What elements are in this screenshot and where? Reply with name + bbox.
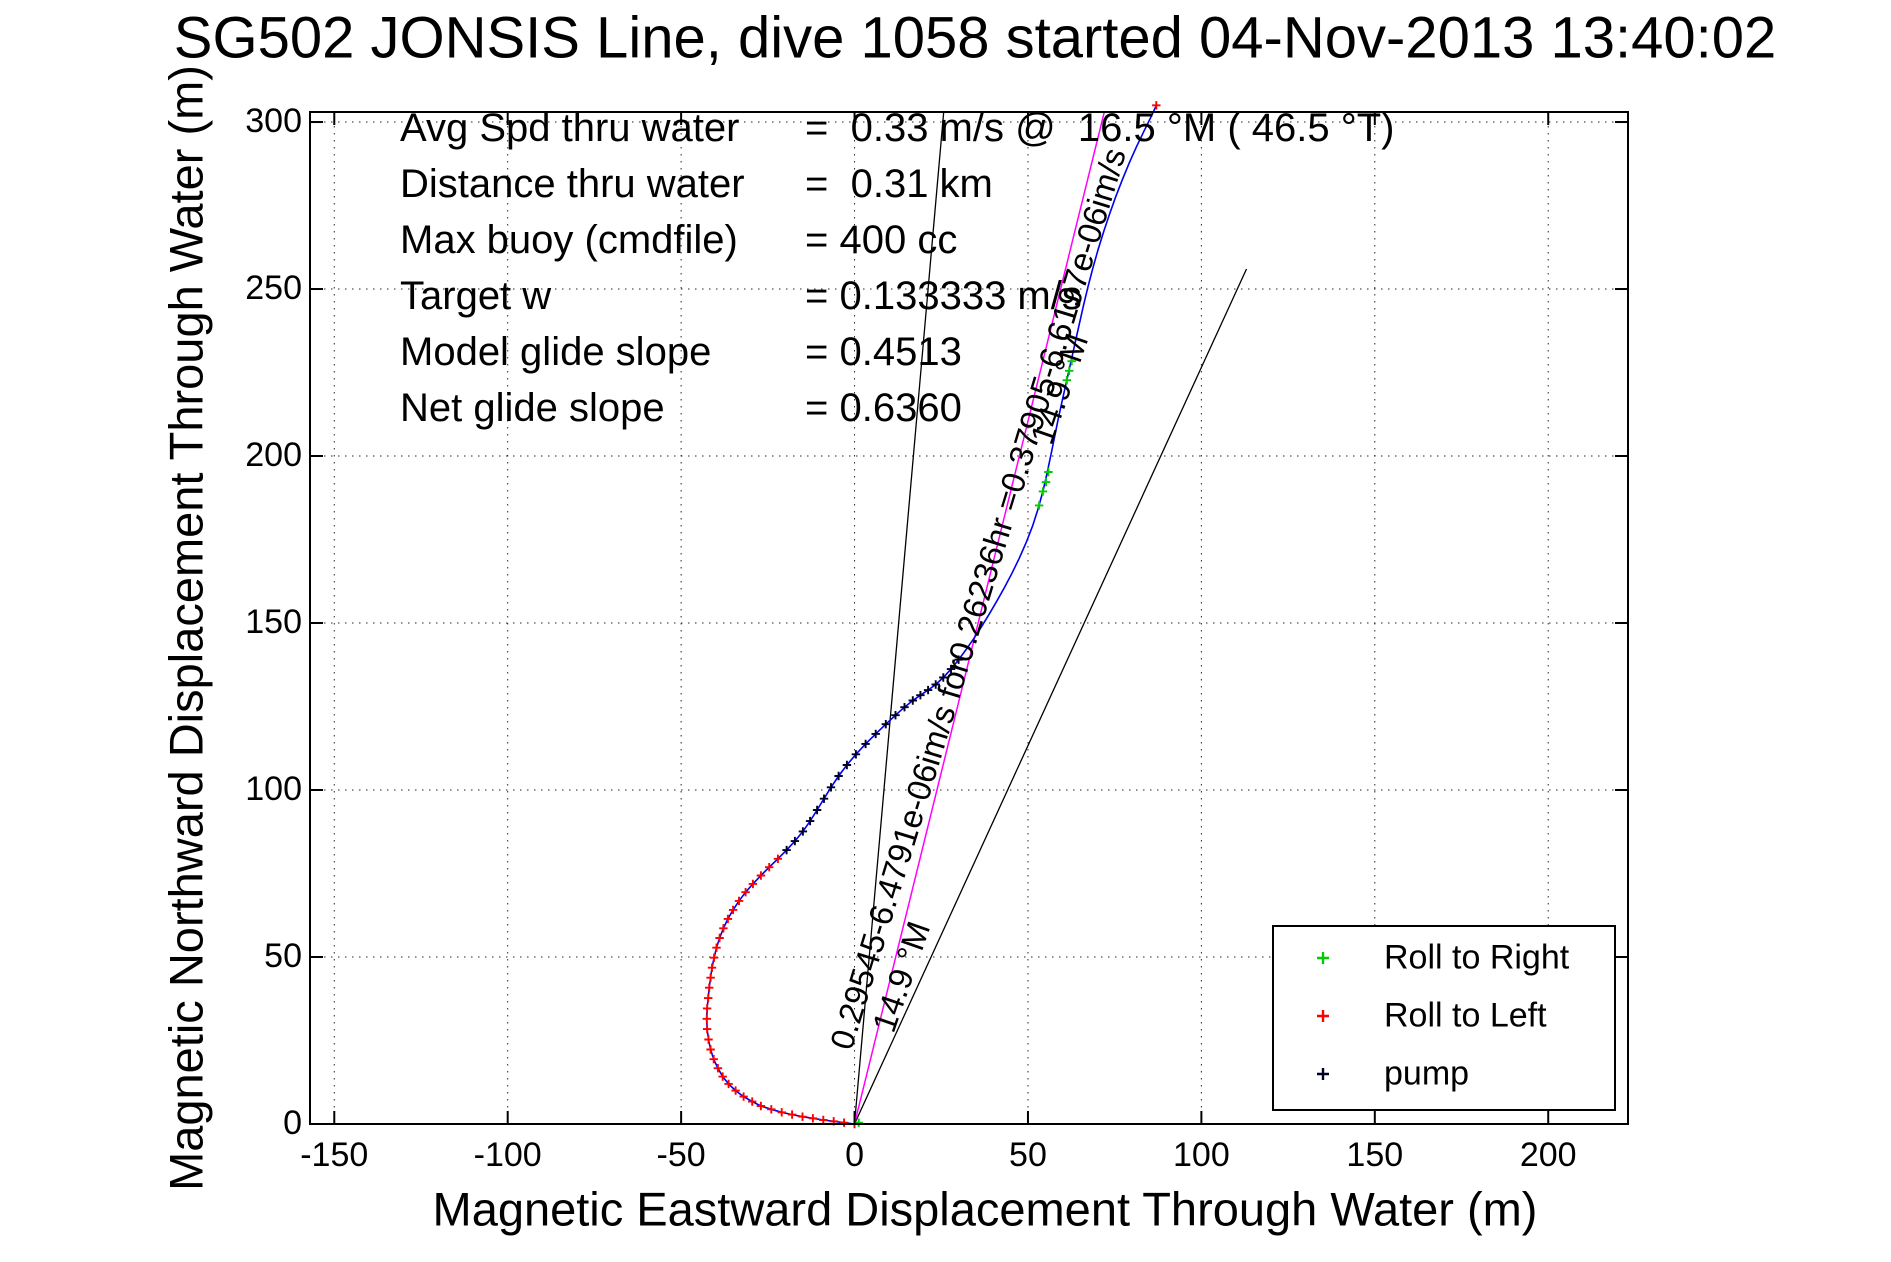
x-tick-label: 200 (1519, 1136, 1577, 1174)
stat-label: Net glide slope (400, 386, 665, 430)
stat-row-model-glide-slope: Model glide slope = 0.4513 (400, 330, 962, 375)
x-tick-label: -150 (300, 1136, 369, 1174)
stat-value: = 0.4513 (805, 330, 962, 374)
stat-row-net-glide-slope: Net glide slope = 0.6360 (400, 386, 962, 431)
legend-item-roll-to-right: Roll to Right (1274, 929, 1614, 987)
stat-row-avg-speed: Avg Spd thru water = 0.33 m/s @ 16.5 °M (… (400, 106, 1394, 151)
roll-right-marker-icon (1316, 951, 1330, 965)
x-tick-label: 100 (1173, 1136, 1230, 1174)
x-axis-label: Magnetic Eastward Displacement Through W… (432, 1182, 1538, 1236)
legend-label: pump (1384, 1054, 1470, 1093)
roll-left-marker-icon (1316, 1009, 1330, 1023)
stat-label: Model glide slope (400, 330, 712, 374)
y-axis-label: Magnetic Northward Displacement Through … (159, 65, 213, 1191)
x-tick-label: -50 (656, 1136, 706, 1174)
y-tick-label: 100 (245, 770, 302, 808)
stat-value: = 0.6360 (805, 386, 962, 430)
legend-item-pump: pump (1274, 1045, 1614, 1103)
stat-label: Target w (400, 274, 552, 318)
y-tick-label: 0 (283, 1104, 302, 1142)
stat-value: = 0.33 m/s @ 16.5 °M ( 46.5 °T) (805, 106, 1395, 150)
y-tick-label: 250 (245, 269, 302, 308)
legend-item-roll-to-left: Roll to Left (1274, 987, 1614, 1045)
stat-row-max-buoy: Max buoy (cmdfile) = 400 cc (400, 218, 957, 263)
stat-value: = 400 cc (805, 218, 958, 262)
y-tick-label: 50 (264, 937, 302, 975)
stat-label: Distance thru water (400, 162, 745, 206)
legend-label: Roll to Right (1384, 938, 1570, 977)
legend-label: Roll to Left (1384, 996, 1547, 1035)
x-tick-label: 0 (845, 1136, 864, 1174)
legend: Roll to Right Roll to Left pump (1272, 925, 1616, 1111)
pump-marker-icon (1316, 1067, 1330, 1081)
stat-row-distance: Distance thru water = 0.31 km (400, 162, 993, 207)
x-tick-label: -100 (473, 1136, 542, 1174)
page-title: SG502 JONSIS Line, dive 1058 started 04-… (173, 5, 1777, 71)
y-tick-label: 200 (245, 436, 302, 474)
stat-row-target-w: Target w = 0.133333 m/s (400, 274, 1082, 319)
stat-label: Avg Spd thru water (400, 106, 740, 150)
stat-label: Max buoy (cmdfile) (400, 218, 738, 262)
y-tick-label: 150 (245, 603, 302, 641)
x-tick-label: 50 (1009, 1136, 1047, 1174)
stat-value: = 0.31 km (805, 162, 993, 206)
y-tick-label: 300 (245, 102, 302, 141)
x-tick-label: 150 (1346, 1136, 1404, 1174)
stat-value: = 0.133333 m/s (805, 274, 1082, 318)
